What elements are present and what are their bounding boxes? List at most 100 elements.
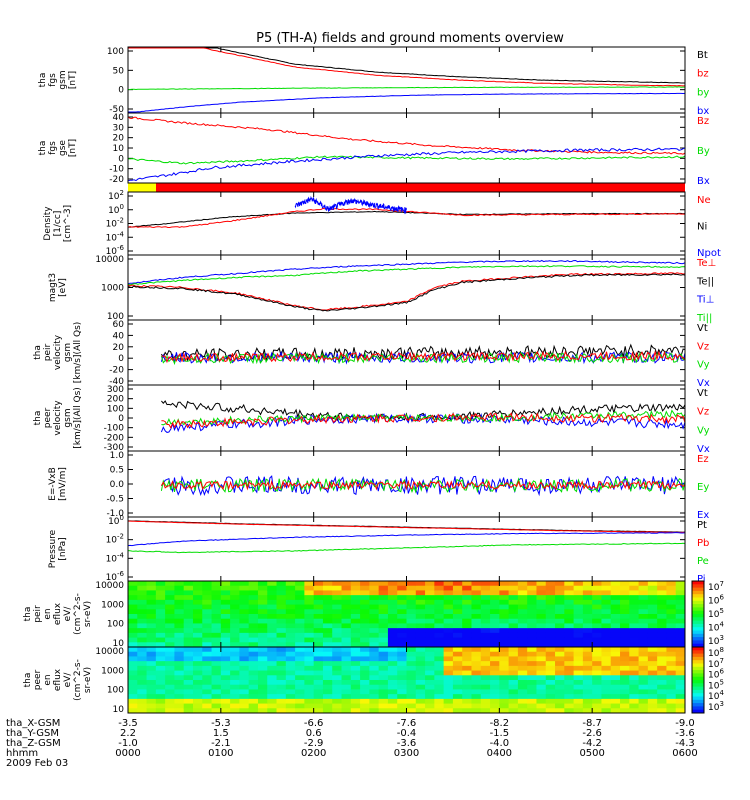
- heatmap-cell: [220, 689, 231, 695]
- heatmap-cell: [415, 618, 426, 624]
- heatmap-cell: [192, 665, 203, 672]
- heatmap-cell: [536, 585, 547, 591]
- heatmap-cell: [471, 581, 482, 587]
- y-tick-label: -100: [104, 424, 125, 434]
- heatmap-cell: [527, 609, 537, 615]
- heatmap-cell: [499, 599, 510, 606]
- heatmap-cell: [415, 694, 426, 700]
- colorbar-cell: [692, 663, 704, 668]
- heatmap-cell: [462, 618, 472, 624]
- heatmap-cell: [220, 670, 231, 676]
- heatmap-cell: [462, 642, 472, 648]
- heatmap-cell: [295, 599, 305, 606]
- heatmap-cell: [638, 656, 649, 662]
- heatmap-cell: [295, 632, 305, 639]
- heatmap-cell: [257, 647, 268, 653]
- y-tick-label: 10000: [95, 581, 124, 591]
- heatmap-cell: [536, 680, 547, 686]
- heatmap-cell: [443, 581, 454, 587]
- heatmap-cell: [443, 623, 454, 629]
- heatmap-cell: [480, 590, 491, 596]
- heatmap-cell: [350, 703, 361, 709]
- panel-frame: [127, 46, 686, 114]
- heatmap-cell: [564, 581, 575, 587]
- heatmap-cell: [369, 642, 380, 648]
- heatmap-cell: [620, 656, 630, 662]
- heatmap-cell: [387, 651, 398, 657]
- heatmap-cell: [675, 632, 686, 639]
- series-line-vx: [160, 412, 686, 433]
- heatmap-cell: [443, 698, 454, 705]
- heatmap-cell: [360, 595, 370, 601]
- heatmap-cell: [480, 581, 491, 587]
- heatmap-cell: [527, 599, 537, 606]
- heatmap-cell: [610, 581, 621, 587]
- heatmap-cell: [313, 708, 324, 714]
- heatmap-cell: [517, 665, 528, 672]
- y-axis-label: gse: [58, 140, 68, 156]
- heatmap-cell: [248, 581, 259, 587]
- heatmap-cell: [452, 694, 463, 700]
- heatmap-cell: [304, 703, 315, 709]
- heatmap-cell: [657, 703, 667, 709]
- heatmap-cell: [267, 581, 278, 587]
- x-axis-value: -3.6: [397, 738, 417, 749]
- heatmap-cell: [499, 632, 510, 639]
- heatmap-cell: [397, 670, 407, 676]
- heatmap-cell: [434, 661, 445, 667]
- heatmap-cell: [322, 689, 333, 695]
- heatmap-cell: [508, 661, 519, 667]
- heatmap-cell: [527, 651, 537, 657]
- heatmap-cell: [360, 581, 370, 587]
- heatmap-cell: [341, 637, 352, 643]
- y-tick-label: -1.0: [106, 509, 124, 519]
- heatmap-cell: [675, 590, 686, 596]
- heatmap-cell: [295, 590, 305, 596]
- heatmap-cell: [202, 708, 213, 714]
- heatmap-cell: [462, 698, 472, 705]
- x-axis-value: 0200: [301, 748, 326, 759]
- y-axis-label: en: [43, 674, 53, 685]
- y-tick-label: 20: [113, 134, 125, 144]
- heatmap-cell: [517, 628, 528, 634]
- heatmap-cell: [647, 670, 658, 676]
- heatmap-cell: [387, 595, 398, 601]
- heatmap-cell: [425, 684, 435, 690]
- heatmap-cell: [545, 609, 556, 615]
- heatmap-cell: [257, 637, 268, 643]
- heatmap-cell: [508, 684, 519, 690]
- heatmap-cell: [517, 661, 528, 667]
- heatmap-cell: [257, 708, 268, 714]
- heatmap-cell: [192, 590, 203, 596]
- heatmap-cell: [434, 680, 445, 686]
- heatmap-cell: [610, 623, 621, 629]
- heatmap-cell: [220, 609, 231, 615]
- heatmap-cell: [155, 665, 166, 672]
- heatmap-cell: [239, 661, 250, 667]
- y-tick-label: 1000: [101, 666, 124, 676]
- heatmap-cell: [452, 675, 463, 681]
- heatmap-cell: [267, 609, 278, 615]
- heatmap-cell: [647, 656, 658, 662]
- heatmap-cell: [183, 614, 194, 620]
- heatmap-cell: [545, 703, 556, 709]
- heatmap-cell: [211, 590, 222, 596]
- heatmap-cell: [341, 604, 352, 610]
- x-axis-value: -3.6: [675, 728, 695, 739]
- y-tick-label: 0: [118, 154, 124, 164]
- heatmap-cell: [369, 698, 380, 705]
- heatmap-cell: [128, 599, 138, 606]
- heatmap-cell: [350, 656, 361, 662]
- heatmap-cell: [490, 609, 500, 615]
- heatmap-cell: [322, 642, 333, 648]
- heatmap-cell: [452, 661, 463, 667]
- y-axis-label: [nT]: [68, 71, 78, 89]
- heatmap-cell: [582, 689, 593, 695]
- heatmap-cell: [239, 647, 250, 653]
- heatmap-cell: [666, 590, 677, 596]
- heatmap-cell: [415, 614, 426, 620]
- y-axis-label: eV/: [63, 606, 73, 622]
- heatmap-cell: [332, 585, 343, 591]
- heatmap-cell: [629, 595, 640, 601]
- heatmap-cell: [192, 675, 203, 681]
